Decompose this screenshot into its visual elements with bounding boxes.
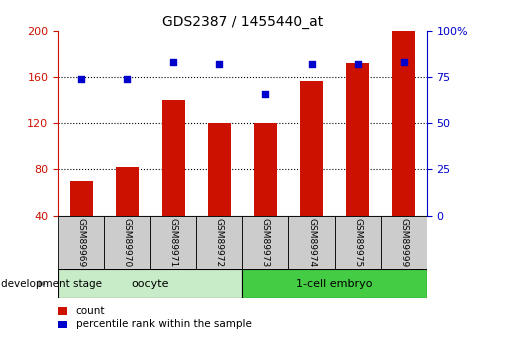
Text: percentile rank within the sample: percentile rank within the sample bbox=[76, 319, 251, 329]
Bar bbox=[242, 269, 427, 298]
Point bbox=[123, 76, 131, 82]
Bar bbox=[196, 216, 242, 269]
Bar bbox=[288, 216, 334, 269]
Bar bbox=[58, 269, 242, 298]
Text: GSM89971: GSM89971 bbox=[169, 218, 178, 267]
Bar bbox=[334, 216, 381, 269]
Bar bbox=[116, 167, 139, 216]
Bar bbox=[162, 100, 185, 216]
Text: development stage: development stage bbox=[1, 279, 102, 289]
Text: GSM89969: GSM89969 bbox=[77, 218, 86, 267]
Text: GSM89972: GSM89972 bbox=[215, 218, 224, 267]
Bar bbox=[254, 124, 277, 216]
Point bbox=[169, 60, 177, 65]
Bar bbox=[150, 216, 196, 269]
Text: 1-cell embryo: 1-cell embryo bbox=[296, 279, 373, 289]
Bar bbox=[346, 63, 369, 216]
Text: oocyte: oocyte bbox=[131, 279, 169, 289]
Text: GSM89975: GSM89975 bbox=[353, 218, 362, 267]
Point bbox=[399, 60, 408, 65]
Bar bbox=[381, 216, 427, 269]
Text: GSM89970: GSM89970 bbox=[123, 218, 132, 267]
Point bbox=[215, 61, 223, 67]
Bar bbox=[242, 216, 288, 269]
Point bbox=[77, 76, 85, 82]
Text: GSM89973: GSM89973 bbox=[261, 218, 270, 267]
Title: GDS2387 / 1455440_at: GDS2387 / 1455440_at bbox=[162, 14, 323, 29]
Point bbox=[354, 61, 362, 67]
Bar bbox=[208, 124, 231, 216]
Point bbox=[262, 91, 270, 97]
Text: count: count bbox=[76, 306, 105, 315]
Bar bbox=[392, 31, 415, 216]
Bar bbox=[300, 81, 323, 216]
Bar bbox=[104, 216, 150, 269]
Text: GSM89999: GSM89999 bbox=[399, 218, 408, 267]
Point bbox=[308, 61, 316, 67]
Bar bbox=[58, 216, 104, 269]
Bar bbox=[70, 181, 92, 216]
Text: GSM89974: GSM89974 bbox=[307, 218, 316, 267]
